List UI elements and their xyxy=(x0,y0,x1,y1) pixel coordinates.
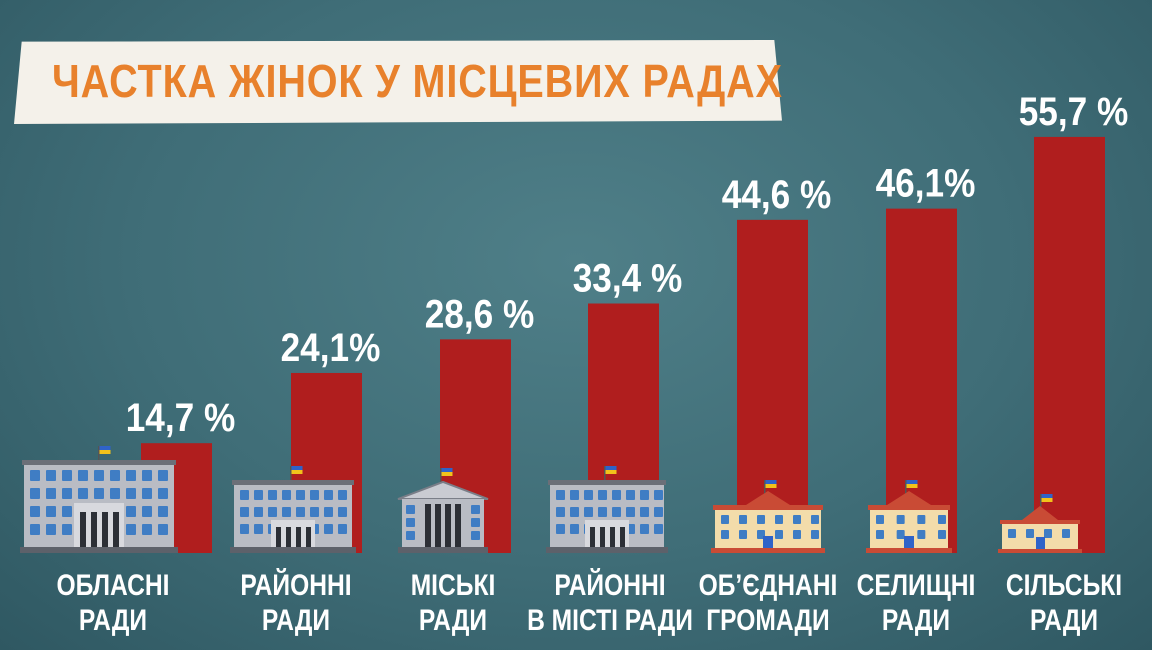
bar xyxy=(886,208,957,553)
value-label: 55,7 % xyxy=(1019,89,1129,134)
category-label: СІЛЬСЬКІ xyxy=(1006,568,1122,602)
small-cream-building-icon xyxy=(998,494,1082,553)
value-label: 14,7 % xyxy=(126,395,236,440)
category-label: В МІСТІ РАДИ xyxy=(527,603,693,637)
category-label: ОБ’ЄДНАНІ xyxy=(699,568,838,602)
title-banner xyxy=(14,40,782,124)
chart-title: ЧАСТКА ЖІНОК У МІСЦЕВИХ РАДАХ xyxy=(52,55,783,107)
category-label: ОБЛАСНІ xyxy=(57,568,170,602)
gray-building-icon xyxy=(546,466,668,553)
category-label: РАЙОННІ xyxy=(240,567,351,602)
category-label: СЕЛИЩНІ xyxy=(857,568,976,602)
category-label: РАДИ xyxy=(1030,603,1098,637)
category-label: ГРОМАДИ xyxy=(706,603,829,637)
large-gray-building-icon xyxy=(20,446,178,553)
classical-building-icon xyxy=(397,468,489,553)
cream-building-icon xyxy=(711,480,825,553)
category-label: РАДИ xyxy=(419,603,487,637)
value-label: 33,4 % xyxy=(573,255,683,300)
category-label: РАДИ xyxy=(882,603,950,637)
category-label: МІСЬКІ xyxy=(411,568,496,602)
gray-building-icon xyxy=(230,466,356,553)
value-label: 28,6 % xyxy=(425,291,535,336)
cream-building-icon xyxy=(866,480,952,553)
category-label: РАДИ xyxy=(79,603,147,637)
category-label: РАЙОННІ xyxy=(554,567,665,602)
value-label: 46,1% xyxy=(876,161,976,206)
value-label: 24,1% xyxy=(281,325,381,370)
category-label: РАДИ xyxy=(262,603,330,637)
value-label: 44,6 % xyxy=(722,172,832,217)
bar xyxy=(1034,136,1105,553)
